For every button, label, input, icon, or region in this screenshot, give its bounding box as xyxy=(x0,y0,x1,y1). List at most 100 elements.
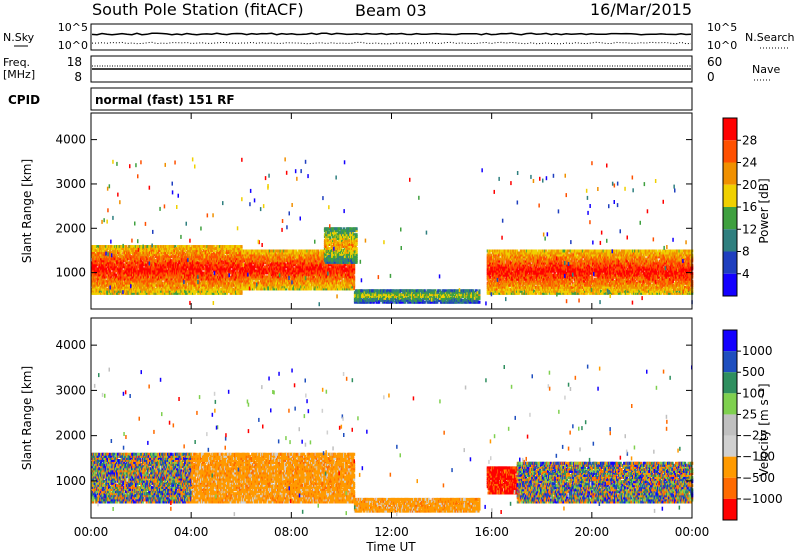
power-scatter xyxy=(91,157,694,307)
range-gate-cell xyxy=(99,279,102,283)
range-gate-cell xyxy=(102,259,105,263)
range-gate-cell xyxy=(113,273,116,277)
range-gate-cell xyxy=(99,265,103,269)
range-gate-cell xyxy=(170,281,173,285)
range-gate-cell xyxy=(119,249,122,253)
nsearch-trace xyxy=(92,41,692,45)
range-gate-cell xyxy=(93,275,96,279)
range-gate-cell xyxy=(102,267,105,271)
range-gate-cell xyxy=(128,275,131,279)
range-gate-cell xyxy=(129,287,132,291)
range-gate-cell xyxy=(141,249,144,253)
range-gate-cell xyxy=(129,255,132,259)
range-gate-cell xyxy=(128,253,131,257)
range-gate-cell xyxy=(112,289,115,293)
range-gate-cell xyxy=(96,245,99,249)
range-gate-cell xyxy=(240,245,243,249)
range-gate-cell xyxy=(137,273,140,277)
range-gate-cell xyxy=(133,287,137,291)
range-gate-cell xyxy=(123,257,126,261)
range-gate-cell xyxy=(116,255,119,259)
range-gate-cell xyxy=(152,257,155,261)
range-gate-cell xyxy=(138,287,141,291)
range-gate-cell xyxy=(135,259,138,263)
range-gate-cell xyxy=(151,287,154,291)
range-gate-cell xyxy=(135,245,138,249)
range-gate-cell xyxy=(103,275,106,279)
range-gate-cell xyxy=(168,261,171,265)
range-gate-cell xyxy=(105,267,108,271)
cpid-strip-frame xyxy=(90,87,693,111)
range-gate-cell xyxy=(165,267,168,271)
range-gate-cell xyxy=(108,269,112,273)
range-gate-cell xyxy=(119,253,122,257)
range-gate-cell xyxy=(122,247,125,251)
range-gate-cell xyxy=(91,261,94,265)
range-gate-cell xyxy=(98,275,101,279)
range-gate-cell xyxy=(98,291,101,295)
range-gate-cell xyxy=(153,281,156,285)
range-gate-cell xyxy=(118,265,121,269)
range-gate-cell xyxy=(164,251,167,255)
range-gate-cell xyxy=(160,253,163,257)
range-gate-cell xyxy=(108,261,111,265)
range-gate-cell xyxy=(121,257,124,261)
range-gate-cell xyxy=(170,265,173,269)
range-gate-cell xyxy=(140,255,143,259)
range-gate-cell xyxy=(122,277,125,281)
range-gate-cell xyxy=(169,249,172,253)
range-gate-cell xyxy=(115,253,118,257)
range-gate-cell xyxy=(141,279,144,283)
range-gate-cell xyxy=(108,259,112,263)
range-gate-cell xyxy=(117,285,120,289)
range-gate-cell xyxy=(108,281,111,285)
range-gate-cell xyxy=(159,261,163,265)
range-gate-cell xyxy=(127,283,130,287)
range-gate-cell xyxy=(145,253,148,257)
range-gate-cell xyxy=(113,271,116,275)
range-gate-cell xyxy=(158,289,161,293)
range-gate-cell xyxy=(125,257,128,261)
range-gate-cell xyxy=(93,279,96,283)
range-gate-cell xyxy=(92,267,95,271)
cpid-value: normal (fast) 151 RF xyxy=(95,93,235,107)
range-gate-cell xyxy=(94,249,97,253)
noise-tick-right-bottom: 10^0 xyxy=(707,39,737,52)
range-gate-cell xyxy=(124,271,127,275)
range-gate-cell xyxy=(96,285,99,289)
range-gate-cell xyxy=(116,289,119,293)
range-gate-cell xyxy=(147,275,150,279)
range-gate-cell xyxy=(99,273,102,277)
range-gate-cell xyxy=(92,285,95,289)
range-gate-cell xyxy=(116,279,119,283)
range-gate-cell xyxy=(157,281,160,285)
range-gate-cell xyxy=(148,245,151,249)
range-gate-cell xyxy=(130,279,133,283)
nsky-label: N.Sky xyxy=(3,31,35,44)
range-gate-cell xyxy=(145,285,148,289)
nave-tick-top: 60 xyxy=(707,55,722,69)
range-gate-cell xyxy=(102,255,105,259)
range-gate-cell xyxy=(158,249,161,253)
range-gate-cell xyxy=(140,259,143,263)
range-gate-cell xyxy=(100,273,103,277)
range-gate-cell xyxy=(150,291,153,295)
range-gate-cell xyxy=(136,261,139,265)
range-gate-cell xyxy=(98,283,101,287)
range-gate-cell xyxy=(101,263,104,267)
range-gate-cell xyxy=(166,253,169,257)
range-gate-cell xyxy=(125,287,128,291)
range-gate-cell xyxy=(106,253,109,257)
range-gate-cell xyxy=(152,285,155,289)
range-gate-cell xyxy=(163,287,166,291)
range-gate-cell xyxy=(115,275,118,279)
range-gate-cell xyxy=(121,271,124,275)
range-gate-cell xyxy=(91,259,95,263)
range-gate-cell xyxy=(108,249,112,253)
range-gate-cell xyxy=(134,257,137,261)
range-gate-cell xyxy=(157,245,160,249)
range-gate-cell xyxy=(121,287,124,291)
range-gate-cell xyxy=(159,271,163,275)
range-gate-cell xyxy=(120,267,123,271)
range-gate-cell xyxy=(94,265,97,269)
